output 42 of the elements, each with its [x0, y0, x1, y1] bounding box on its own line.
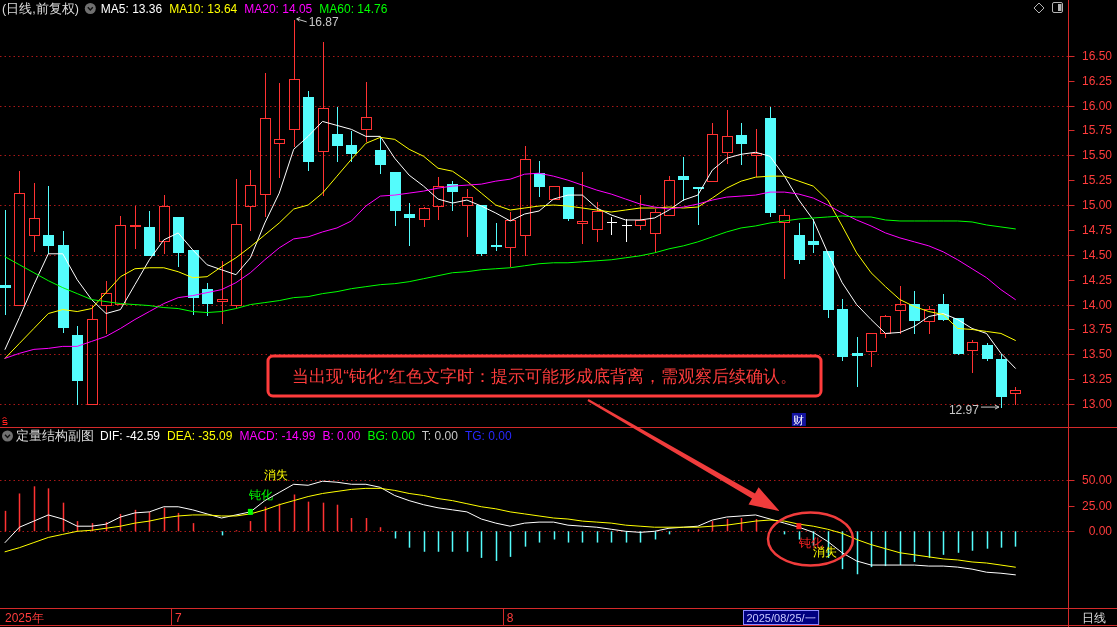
x-tick-label: 7 — [174, 610, 182, 625]
y-tick-label: 25.00 — [1081, 498, 1113, 513]
annotation: 钝化 — [248, 487, 274, 502]
annotation: 12.97 — [948, 403, 980, 418]
text: 日线 — [1082, 610, 1106, 625]
y-tick-label: 13.25 — [1081, 372, 1113, 387]
annotation: BG: 0.00 — [367, 429, 416, 443]
annotation: MACD: -14.99 — [239, 429, 316, 443]
text: 2025/08/25/一 — [746, 611, 816, 624]
annotation: T: 0.00 — [421, 429, 459, 443]
text: DEA: -35.09 — [167, 429, 233, 443]
y-tick-label: 16.00 — [1081, 98, 1113, 113]
y-tick-label: 13.75 — [1081, 322, 1113, 337]
text: MA20: 14.05 — [244, 1, 313, 16]
y-tick-label: 0.00 — [1088, 524, 1113, 539]
annotation: 消失 — [263, 467, 288, 482]
text: MA60: 14.76 — [319, 1, 388, 16]
y-tick-label: 14.00 — [1081, 297, 1113, 312]
y-tick-label: 13.00 — [1081, 397, 1113, 412]
y-tick-label: 14.50 — [1081, 247, 1113, 262]
text: MA10: 13.64 — [169, 1, 238, 16]
y-tick-label: 15.75 — [1081, 123, 1113, 138]
y-tick-label: 14.75 — [1081, 222, 1113, 237]
y-tick-label: 15.00 — [1081, 198, 1113, 213]
text: DIF: -42.59 — [100, 429, 161, 443]
annotation: B: 0.00 — [322, 429, 361, 443]
chart-title: (日线,前复权) — [2, 1, 79, 16]
annotation: 财 — [793, 413, 805, 426]
annotation: TG: 0.00 — [464, 429, 512, 443]
text: 2025年 — [5, 610, 44, 625]
y-tick-label: 14.25 — [1081, 272, 1113, 287]
y-tick-label: 50.00 — [1081, 473, 1113, 488]
annotation: 当出现“钝化”红色文字时：提示可能形成底背离，需观察后续确认。 — [292, 366, 797, 386]
text: MA5: 13.36 — [100, 1, 163, 16]
x-tick-label: 8 — [506, 610, 514, 625]
annotation: 16.87 — [308, 14, 340, 29]
y-tick-label: 16.25 — [1081, 73, 1113, 88]
y-tick-label: 15.50 — [1081, 148, 1113, 163]
y-tick-label: 13.50 — [1081, 347, 1113, 362]
chart-title: 定量结构副图 — [16, 429, 94, 443]
y-tick-label: 15.25 — [1081, 173, 1113, 188]
y-tick-label: 16.50 — [1081, 48, 1113, 63]
